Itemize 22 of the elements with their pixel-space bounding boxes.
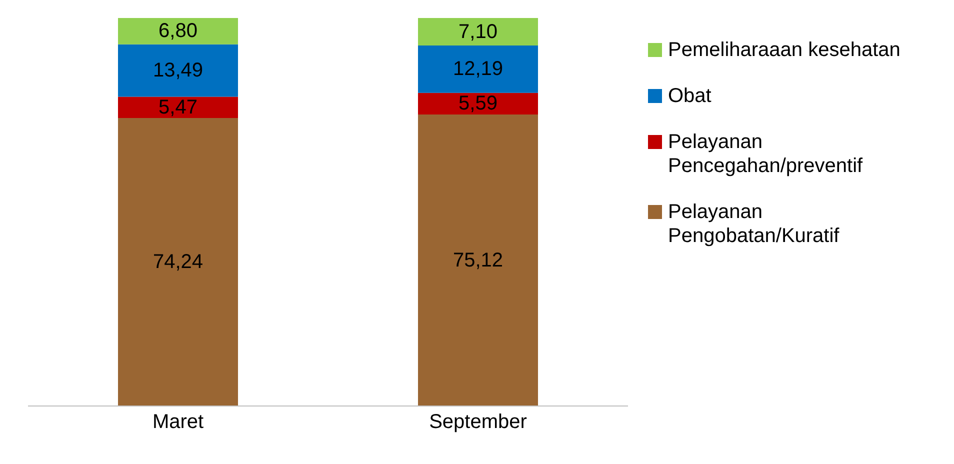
data-label: 7,10: [458, 20, 498, 43]
bar: [118, 44, 238, 97]
bar: [118, 96, 238, 118]
data-label: 74,24: [152, 250, 204, 273]
data-label: 13,49: [152, 60, 204, 82]
data-label: 12,19: [452, 58, 504, 80]
bar: [418, 46, 538, 93]
bar: [418, 18, 538, 46]
bar: [118, 18, 238, 44]
data-label: 6,80: [158, 20, 198, 42]
bar: [418, 114, 538, 406]
legend-label: Pelayanan Pengobatan/Kuratif: [668, 200, 840, 248]
data-label: 5,47: [158, 96, 198, 118]
bar: [118, 118, 238, 406]
x-tick-label: Maret: [152, 411, 204, 434]
legend-label: Pelayanan Pencegahan/preventif: [668, 130, 864, 178]
x-tick-label: September: [429, 411, 528, 434]
legend-label: Obat: [668, 84, 712, 108]
legend-label: Pemeliharaaan kesehatan: [668, 38, 900, 62]
bar: [418, 92, 538, 115]
data-label: 75,12: [452, 249, 504, 272]
data-label: 5,59: [458, 92, 498, 115]
